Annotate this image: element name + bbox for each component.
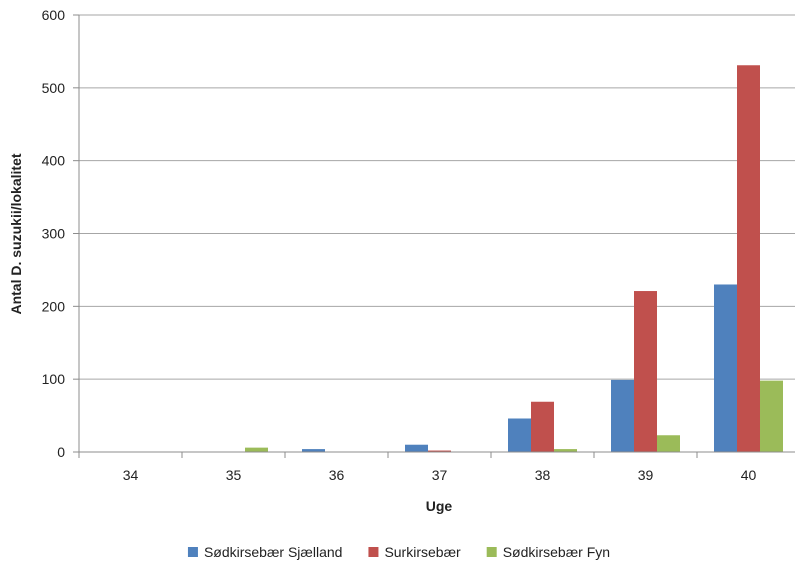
x-tick-label: 37 [432,467,448,483]
bar-surkirsebær-37 [428,450,451,452]
bar-sødkirsebær-sjælland-40 [714,284,737,452]
y-tick-label: 0 [57,444,65,460]
x-tick-label: 40 [741,467,757,483]
legend-item: Sødkirsebær Sjælland [187,544,343,560]
legend-label: Sødkirsebær Fyn [503,544,610,560]
y-tick-label: 500 [42,80,66,96]
y-axis-title: Antal D. suzukii/lokalitet [8,153,24,314]
bar-sødkirsebær-sjælland-37 [405,444,428,452]
y-tick-labels: 0 100 200 300 400 500 600 [42,7,66,460]
bar-sødkirsebær-sjælland-38 [508,418,531,452]
bar-sødkirsebær-fyn-35 [245,447,268,452]
legend-label: Sødkirsebær Sjælland [204,544,343,560]
bar-sødkirsebær-fyn-38 [554,449,577,452]
legend-swatch [486,547,497,557]
bar-surkirsebær-40 [737,65,760,452]
legend-item: Sødkirsebær Fyn [486,544,610,560]
x-axis-title: Uge [426,498,453,514]
y-tick-label: 400 [42,153,66,169]
bar-sødkirsebær-sjælland-39 [611,379,634,452]
y-tick-label: 300 [42,226,66,242]
axes [73,14,795,458]
y-tick-label: 100 [42,371,66,387]
legend: Sødkirsebær Sjælland Surkirsebær Sødkirseb… [187,544,610,560]
x-tick-label: 36 [329,467,345,483]
x-tick-label: 39 [638,467,654,483]
bar-sødkirsebær-sjælland-36 [302,449,325,452]
bar-sødkirsebær-fyn-40 [760,380,783,452]
legend-swatch [368,547,379,557]
legend-item: Surkirsebær [368,544,461,560]
bar-surkirsebær-39 [634,291,657,452]
bar-surkirsebær-38 [531,401,554,452]
legend-label: Surkirsebær [384,544,461,560]
x-tick-label: 38 [535,467,551,483]
bar-sødkirsebær-fyn-39 [657,435,680,452]
bars [245,65,783,452]
x-tick-label: 35 [226,467,242,483]
y-tick-label: 600 [42,7,66,23]
x-tick-labels: 34 35 36 37 38 39 40 [123,467,757,483]
y-tick-label: 200 [42,298,66,314]
x-tick-label: 34 [123,467,139,483]
legend-swatch [187,547,198,557]
gridlines [79,14,795,380]
